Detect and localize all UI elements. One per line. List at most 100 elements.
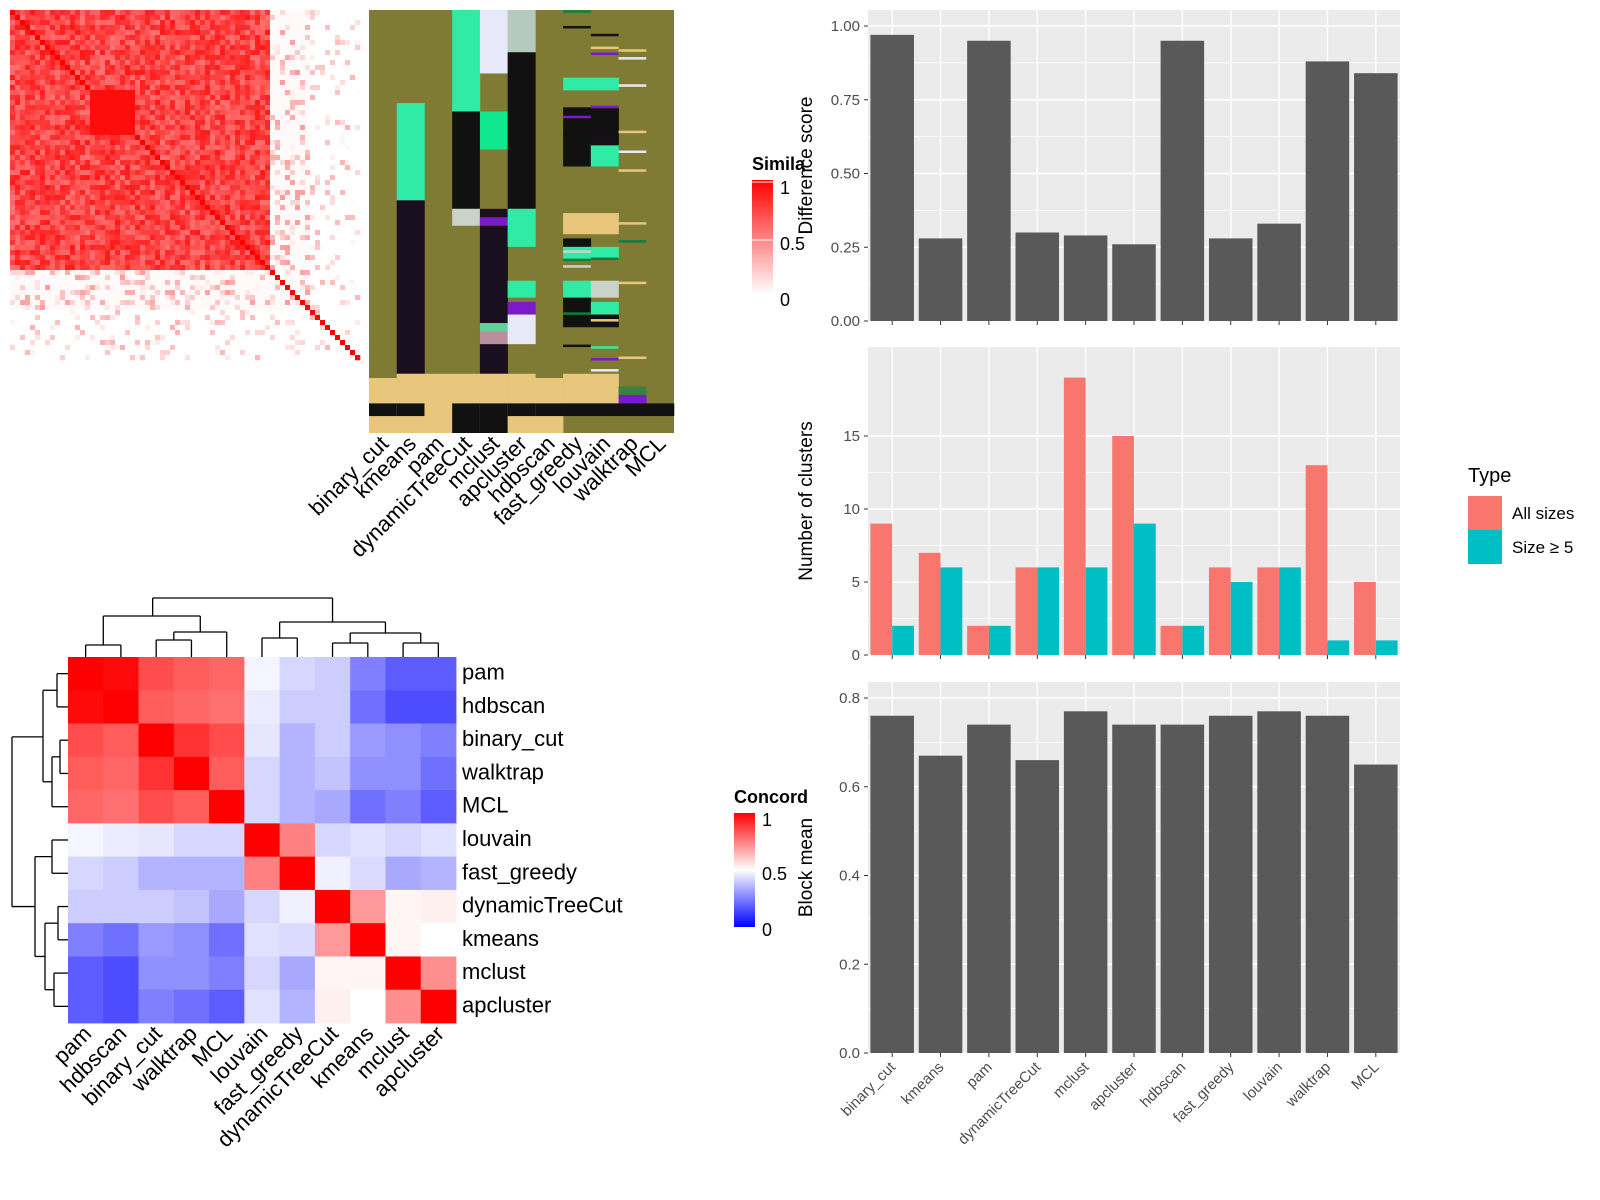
similarity-cell xyxy=(90,115,96,121)
similarity-cell xyxy=(260,125,266,131)
similarity-cell xyxy=(295,210,301,216)
similarity-cell xyxy=(85,75,91,81)
similarity-cell xyxy=(240,10,246,16)
similarity-cell xyxy=(245,240,251,246)
similarity-cell xyxy=(325,295,331,301)
similarity-cell xyxy=(180,270,186,276)
similarity-cell xyxy=(190,180,196,186)
similarity-cell xyxy=(70,120,76,126)
similarity-cell xyxy=(245,55,251,61)
similarity-cell xyxy=(355,170,361,176)
similarity-cell xyxy=(125,260,131,266)
similarity-cell xyxy=(285,200,291,206)
similarity-cell xyxy=(335,300,341,306)
similarity-cell xyxy=(345,260,351,266)
similarity-cell xyxy=(335,290,341,296)
similarity-cell xyxy=(195,145,201,151)
similarity-cell xyxy=(30,245,36,251)
similarity-cell xyxy=(100,260,106,266)
similarity-cell xyxy=(200,280,206,286)
similarity-cell xyxy=(320,95,326,101)
similarity-cell xyxy=(95,210,101,216)
similarity-cell xyxy=(75,200,81,206)
similarity-cell xyxy=(185,225,191,231)
similarity-cell xyxy=(315,40,321,46)
similarity-cell xyxy=(145,345,151,351)
similarity-cell xyxy=(210,180,216,186)
similarity-cell xyxy=(195,45,201,51)
similarity-cell xyxy=(25,115,31,121)
similarity-cell xyxy=(335,295,341,301)
similarity-cell xyxy=(350,280,356,286)
similarity-cell xyxy=(320,225,326,231)
similarity-cell xyxy=(160,280,166,286)
similarity-cell xyxy=(120,100,126,106)
similarity-cell xyxy=(135,225,141,231)
similarity-cell xyxy=(185,295,191,301)
similarity-cell xyxy=(215,265,221,271)
similarity-cell xyxy=(80,285,86,291)
similarity-cell xyxy=(105,305,111,311)
similarity-cell xyxy=(270,175,276,181)
similarity-cell xyxy=(325,265,331,271)
similarity-cell xyxy=(235,125,241,131)
similarity-cell xyxy=(125,45,131,51)
similarity-cell xyxy=(330,145,336,151)
similarity-cell xyxy=(120,50,126,56)
similarity-cell xyxy=(10,340,16,346)
similarity-cell xyxy=(45,75,51,81)
similarity-cell xyxy=(195,130,201,136)
similarity-cell xyxy=(200,90,206,96)
similarity-cell xyxy=(120,90,126,96)
similarity-cell xyxy=(30,215,36,221)
similarity-cell xyxy=(220,170,226,176)
similarity-cell xyxy=(145,95,151,101)
similarity-cell xyxy=(255,105,261,111)
similarity-cell xyxy=(10,10,16,16)
similarity-cell xyxy=(65,155,71,161)
similarity-cell xyxy=(140,60,146,66)
similarity-cell xyxy=(160,260,166,266)
similarity-cell xyxy=(60,40,66,46)
similarity-cell xyxy=(75,130,81,136)
similarity-cell xyxy=(165,335,171,341)
similarity-cell xyxy=(305,315,311,321)
similarity-cell xyxy=(195,270,201,276)
similarity-cell xyxy=(310,220,316,226)
similarity-cell xyxy=(15,70,21,76)
similarity-cell xyxy=(270,240,276,246)
similarity-cell xyxy=(295,40,301,46)
similarity-cell xyxy=(320,350,326,356)
similarity-cell xyxy=(65,305,71,311)
similarity-cell xyxy=(145,295,151,301)
assignment-block xyxy=(563,373,592,404)
similarity-cell xyxy=(355,230,361,236)
similarity-cell xyxy=(270,170,276,176)
similarity-cell xyxy=(25,255,31,261)
similarity-cell xyxy=(215,160,221,166)
similarity-cell xyxy=(45,70,51,76)
similarity-cell xyxy=(350,330,356,336)
similarity-cell xyxy=(345,55,351,61)
similarity-cell xyxy=(175,245,181,251)
assignment-stripe xyxy=(618,281,647,285)
similarity-cell xyxy=(135,185,141,191)
similarity-cell xyxy=(355,210,361,216)
similarity-cell xyxy=(335,345,341,351)
similarity-cell xyxy=(245,255,251,261)
similarity-cell xyxy=(75,110,81,116)
similarity-cell xyxy=(300,65,306,71)
similarity-cell xyxy=(95,45,101,51)
similarity-cell xyxy=(330,30,336,36)
similarity-cell xyxy=(200,260,206,266)
similarity-cell xyxy=(280,215,286,221)
similarity-cell xyxy=(335,130,341,136)
similarity-cell xyxy=(220,295,226,301)
similarity-cell xyxy=(240,60,246,66)
similarity-cell xyxy=(130,250,136,256)
similarity-cell xyxy=(15,150,21,156)
similarity-cell xyxy=(195,85,201,91)
similarity-cell xyxy=(115,20,121,26)
similarity-cell xyxy=(305,300,311,306)
similarity-cell xyxy=(150,45,156,51)
